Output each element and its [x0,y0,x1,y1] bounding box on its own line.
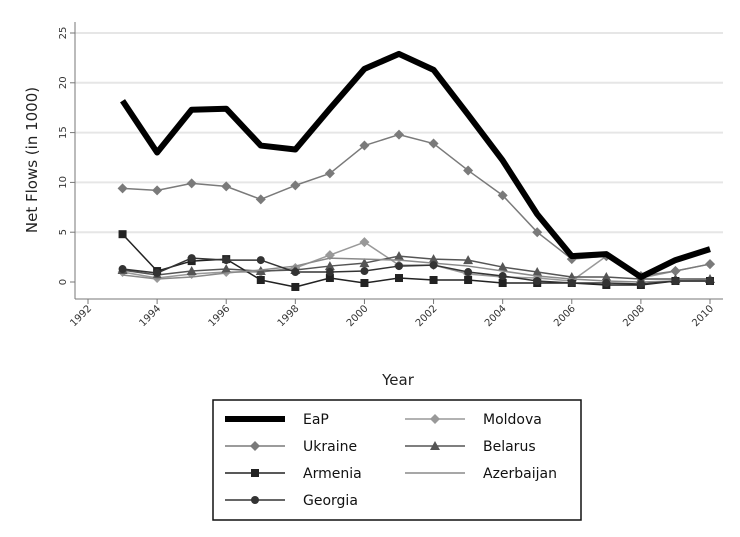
data-point-georgia [222,256,231,265]
data-point-ukraine [394,129,404,140]
data-point-ukraine [290,180,301,191]
legend-item-georgia: Georgia [225,493,358,509]
legend-item-azerbaijan: Azerbaijan [405,466,557,482]
data-point-ukraine [428,138,439,149]
data-point-armenia [256,276,265,285]
legend-item-ukraine: Ukraine [225,439,357,455]
data-point-ukraine [359,140,370,151]
data-point-moldova [359,237,370,248]
data-point-georgia [187,254,196,263]
data-point-ukraine [186,178,197,189]
data-point-ukraine [497,190,508,201]
series-line-eap [120,50,711,281]
series-line-georgia [122,257,710,285]
data-point-ukraine [324,168,335,179]
series-eap [120,50,711,281]
data-point-belarus [532,267,543,277]
legend-marker [251,469,259,477]
data-point-georgia [464,268,473,277]
data-point-georgia [671,277,680,286]
legend-label: Belarus [483,439,536,455]
data-point-georgia [706,277,714,286]
data-point-ukraine [463,165,474,176]
y-tick-label: 25 [58,27,69,40]
data-point-armenia [291,282,300,291]
data-point-georgia [325,268,334,277]
legend-marker [430,441,440,450]
y-tick-label: 0 [58,279,69,285]
legend-item-moldova: Moldova [405,412,542,428]
y-tick-label: 15 [58,126,69,139]
data-point-belarus [221,264,232,274]
series-georgia [118,254,714,288]
legend-item-armenia: Armenia [225,466,362,482]
data-point-belarus [359,258,370,268]
data-point-armenia [118,230,127,239]
data-point-belarus [394,251,404,261]
legend-marker [250,441,260,451]
data-point-ukraine [255,194,266,205]
data-point-armenia [429,276,438,285]
data-point-belarus [324,261,335,271]
data-point-georgia [153,269,162,278]
data-point-armenia [464,276,473,285]
legend: EaP Moldova Ukraine Belarus Armenia Azerbaija… [212,399,582,521]
data-point-ukraine [221,181,232,192]
legend-label: Armenia [303,466,362,482]
data-point-belarus [601,272,612,282]
legend-marker [430,414,440,424]
y-tick-label: 5 [58,229,69,235]
data-point-georgia [498,272,507,281]
data-point-armenia [395,274,403,283]
series-line-belarus [122,255,710,280]
data-point-ukraine [670,266,681,277]
data-point-ukraine [117,183,128,194]
data-point-ukraine [152,185,163,196]
data-point-belarus [428,254,439,264]
data-point-ukraine [705,259,715,270]
data-point-georgia [602,278,611,287]
data-point-georgia [533,277,542,286]
data-point-belarus [186,266,197,276]
legend-label: Azerbaijan [483,466,557,482]
y-axis-ticks: 0 5 10 15 20 25 [58,27,75,285]
data-point-belarus [497,262,508,272]
data-point-ukraine [532,227,543,238]
data-point-georgia [567,278,576,287]
data-point-armenia [325,274,334,283]
data-point-georgia [429,261,438,270]
y-tick-label: 10 [58,176,69,189]
x-axis-title: Year [381,371,415,389]
data-point-georgia [395,262,403,271]
legend-label: Moldova [483,412,542,428]
data-point-georgia [256,256,265,265]
legend-marker [251,496,259,504]
legend-label: Georgia [303,493,358,509]
legend-item-eap: EaP [225,412,329,428]
data-point-armenia [498,278,507,287]
data-point-georgia [291,268,300,277]
y-tick-label: 20 [58,76,69,89]
data-point-georgia [118,265,127,274]
data-point-georgia [636,279,645,288]
series-line-azerbaijan [122,257,711,283]
y-axis-title: Net Flows (in 1000) [23,87,41,233]
series-layer [117,50,715,291]
series-azerbaijan [122,257,711,283]
data-point-georgia [360,267,369,276]
data-point-belarus [463,255,474,265]
legend-item-belarus: Belarus [405,439,536,455]
legend-label: EaP [303,412,329,428]
data-point-armenia [360,278,369,287]
legend-label: Ukraine [303,439,357,455]
